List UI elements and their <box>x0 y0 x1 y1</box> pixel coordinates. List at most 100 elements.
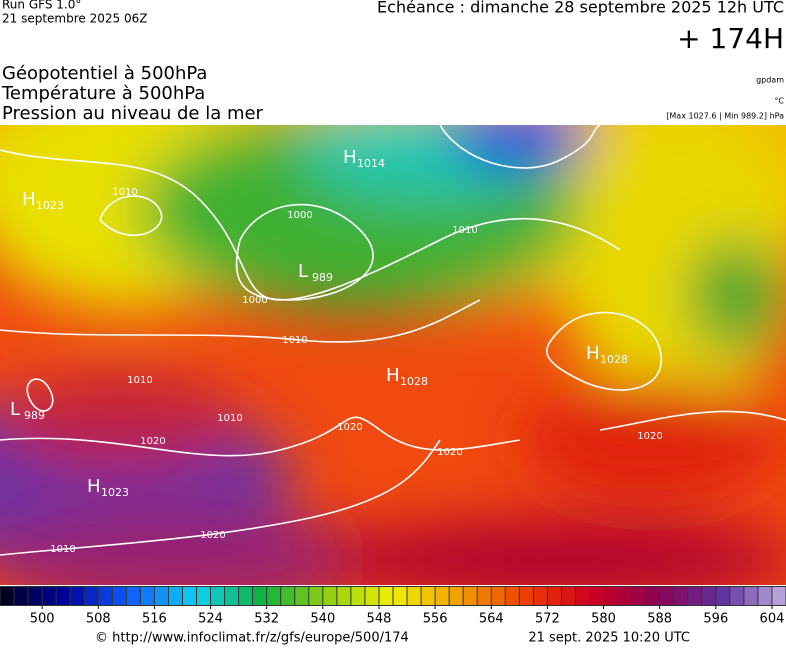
colorbar-swatch <box>337 587 351 605</box>
colorbar-label: 524 <box>198 612 223 627</box>
run-date: 21 septembre 2025 06Z <box>2 12 147 26</box>
colorbar-swatch <box>225 587 239 605</box>
run: Run GFS 1.0° <box>2 0 81 12</box>
colorbar-swatch <box>604 587 618 605</box>
colorbar-swatch <box>646 587 660 605</box>
lead-time: + 174H <box>677 22 784 55</box>
colorbar-swatch <box>421 587 435 605</box>
colorbar-swatch <box>772 587 786 605</box>
center-letter: L <box>10 399 20 420</box>
colorbar-label: 540 <box>310 612 335 627</box>
colorbar-swatch <box>56 587 70 605</box>
isobar-label: 1000 <box>242 295 267 306</box>
center-value: 1028 <box>600 353 628 366</box>
colorbar-swatch <box>182 587 196 605</box>
colorbar-swatch <box>505 587 519 605</box>
colorbar-swatch <box>84 587 98 605</box>
colorbar-swatch <box>112 587 126 605</box>
center-value: 1028 <box>400 375 428 388</box>
colorbar-swatch <box>295 587 309 605</box>
generated: 21 sept. 2025 10:20 UTC <box>528 631 690 646</box>
colorbar-swatch <box>702 587 716 605</box>
colorbar-swatch <box>98 587 112 605</box>
colorbar-swatch <box>126 587 140 605</box>
layer: Pression au niveau de la mer <box>2 103 264 124</box>
colorbar-label: 500 <box>30 612 55 627</box>
colorbar-label: 604 <box>760 612 785 627</box>
colorbar-swatch <box>309 587 323 605</box>
colorbar-swatch <box>688 587 702 605</box>
colorbar-label: 508 <box>86 612 111 627</box>
colorbar-label: 580 <box>591 612 616 627</box>
colorbar-swatch <box>435 587 449 605</box>
center-value: 1023 <box>36 199 64 212</box>
isobar-label: 1010 <box>452 225 477 236</box>
colorbar-swatch <box>547 587 561 605</box>
colorbar-swatch <box>561 587 575 605</box>
colorbar-swatch <box>744 587 758 605</box>
colorbar-swatch <box>365 587 379 605</box>
colorbar-swatch <box>463 587 477 605</box>
colorbar-label: 564 <box>479 612 504 627</box>
colorbar-label: 572 <box>535 612 560 627</box>
center-value: 989 <box>312 271 333 284</box>
center-letter: H <box>343 147 357 168</box>
center-value: 1014 <box>357 157 385 170</box>
colorbar-swatch <box>393 587 407 605</box>
colorbar-label: 588 <box>647 612 672 627</box>
colorbar-swatch <box>491 587 505 605</box>
isobar-label: 1000 <box>287 210 312 221</box>
colorbar-swatch <box>140 587 154 605</box>
colorbar-swatch <box>197 587 211 605</box>
isobar-label: 1020 <box>140 436 165 447</box>
valid-time: Echéance : dimanche 28 septembre 2025 12… <box>377 0 784 17</box>
center-letter: H <box>386 365 400 386</box>
map <box>0 125 786 585</box>
colorbar-swatch <box>477 587 491 605</box>
colorbar-swatch <box>70 587 84 605</box>
unit: [Max 1027.6 | Min 989.2] hPa <box>666 112 784 121</box>
colorbar-swatch <box>28 587 42 605</box>
colorbar-label: 556 <box>423 612 448 627</box>
isobar-label: 1010 <box>282 335 307 346</box>
isobar-label: 1010 <box>50 544 75 555</box>
colorbar-swatch <box>449 587 463 605</box>
colorbar-swatch <box>168 587 182 605</box>
layer: Température à 500hPa <box>1 83 205 104</box>
colorbar-swatch <box>674 587 688 605</box>
colorbar-swatch <box>239 587 253 605</box>
colorbar-swatch <box>351 587 365 605</box>
colorbar-swatch <box>632 587 646 605</box>
unit: °C <box>774 97 784 106</box>
colorbar-swatch <box>211 587 225 605</box>
center-value: 989 <box>24 409 45 422</box>
colorbar-swatch <box>730 587 744 605</box>
colorbar-swatch <box>618 587 632 605</box>
isobar-label: 1010 <box>127 375 152 386</box>
center-letter: H <box>87 476 101 497</box>
colorbar-swatch <box>758 587 772 605</box>
center-value: 1023 <box>101 486 129 499</box>
isobar-label: 1010 <box>217 413 242 424</box>
colorbar-label: 532 <box>254 612 279 627</box>
source: © http://www.infoclimat.fr/z/gfs/europe/… <box>95 631 409 646</box>
colorbar-swatch <box>519 587 533 605</box>
colorbar-swatch <box>590 587 604 605</box>
colorbar-frame <box>0 586 786 606</box>
colorbar-swatch <box>14 587 28 605</box>
colorbar-label: 548 <box>367 612 392 627</box>
colorbar-swatch <box>379 587 393 605</box>
colorbar-swatch <box>575 587 589 605</box>
colorbar-swatch <box>716 587 730 605</box>
colorbar-swatch <box>281 587 295 605</box>
isobar-label: 1010 <box>112 187 137 198</box>
colorbar-swatch <box>267 587 281 605</box>
colorbar-swatch <box>154 587 168 605</box>
colorbar-swatch <box>42 587 56 605</box>
center-letter: H <box>586 343 600 364</box>
colorbar-label: 596 <box>703 612 728 627</box>
layer: Géopotentiel à 500hPa <box>2 63 207 84</box>
colorbar-swatch <box>323 587 337 605</box>
colorbar: 500 508 516 524 532 540 548 556 564 572 580 588 596 6… <box>0 587 786 627</box>
